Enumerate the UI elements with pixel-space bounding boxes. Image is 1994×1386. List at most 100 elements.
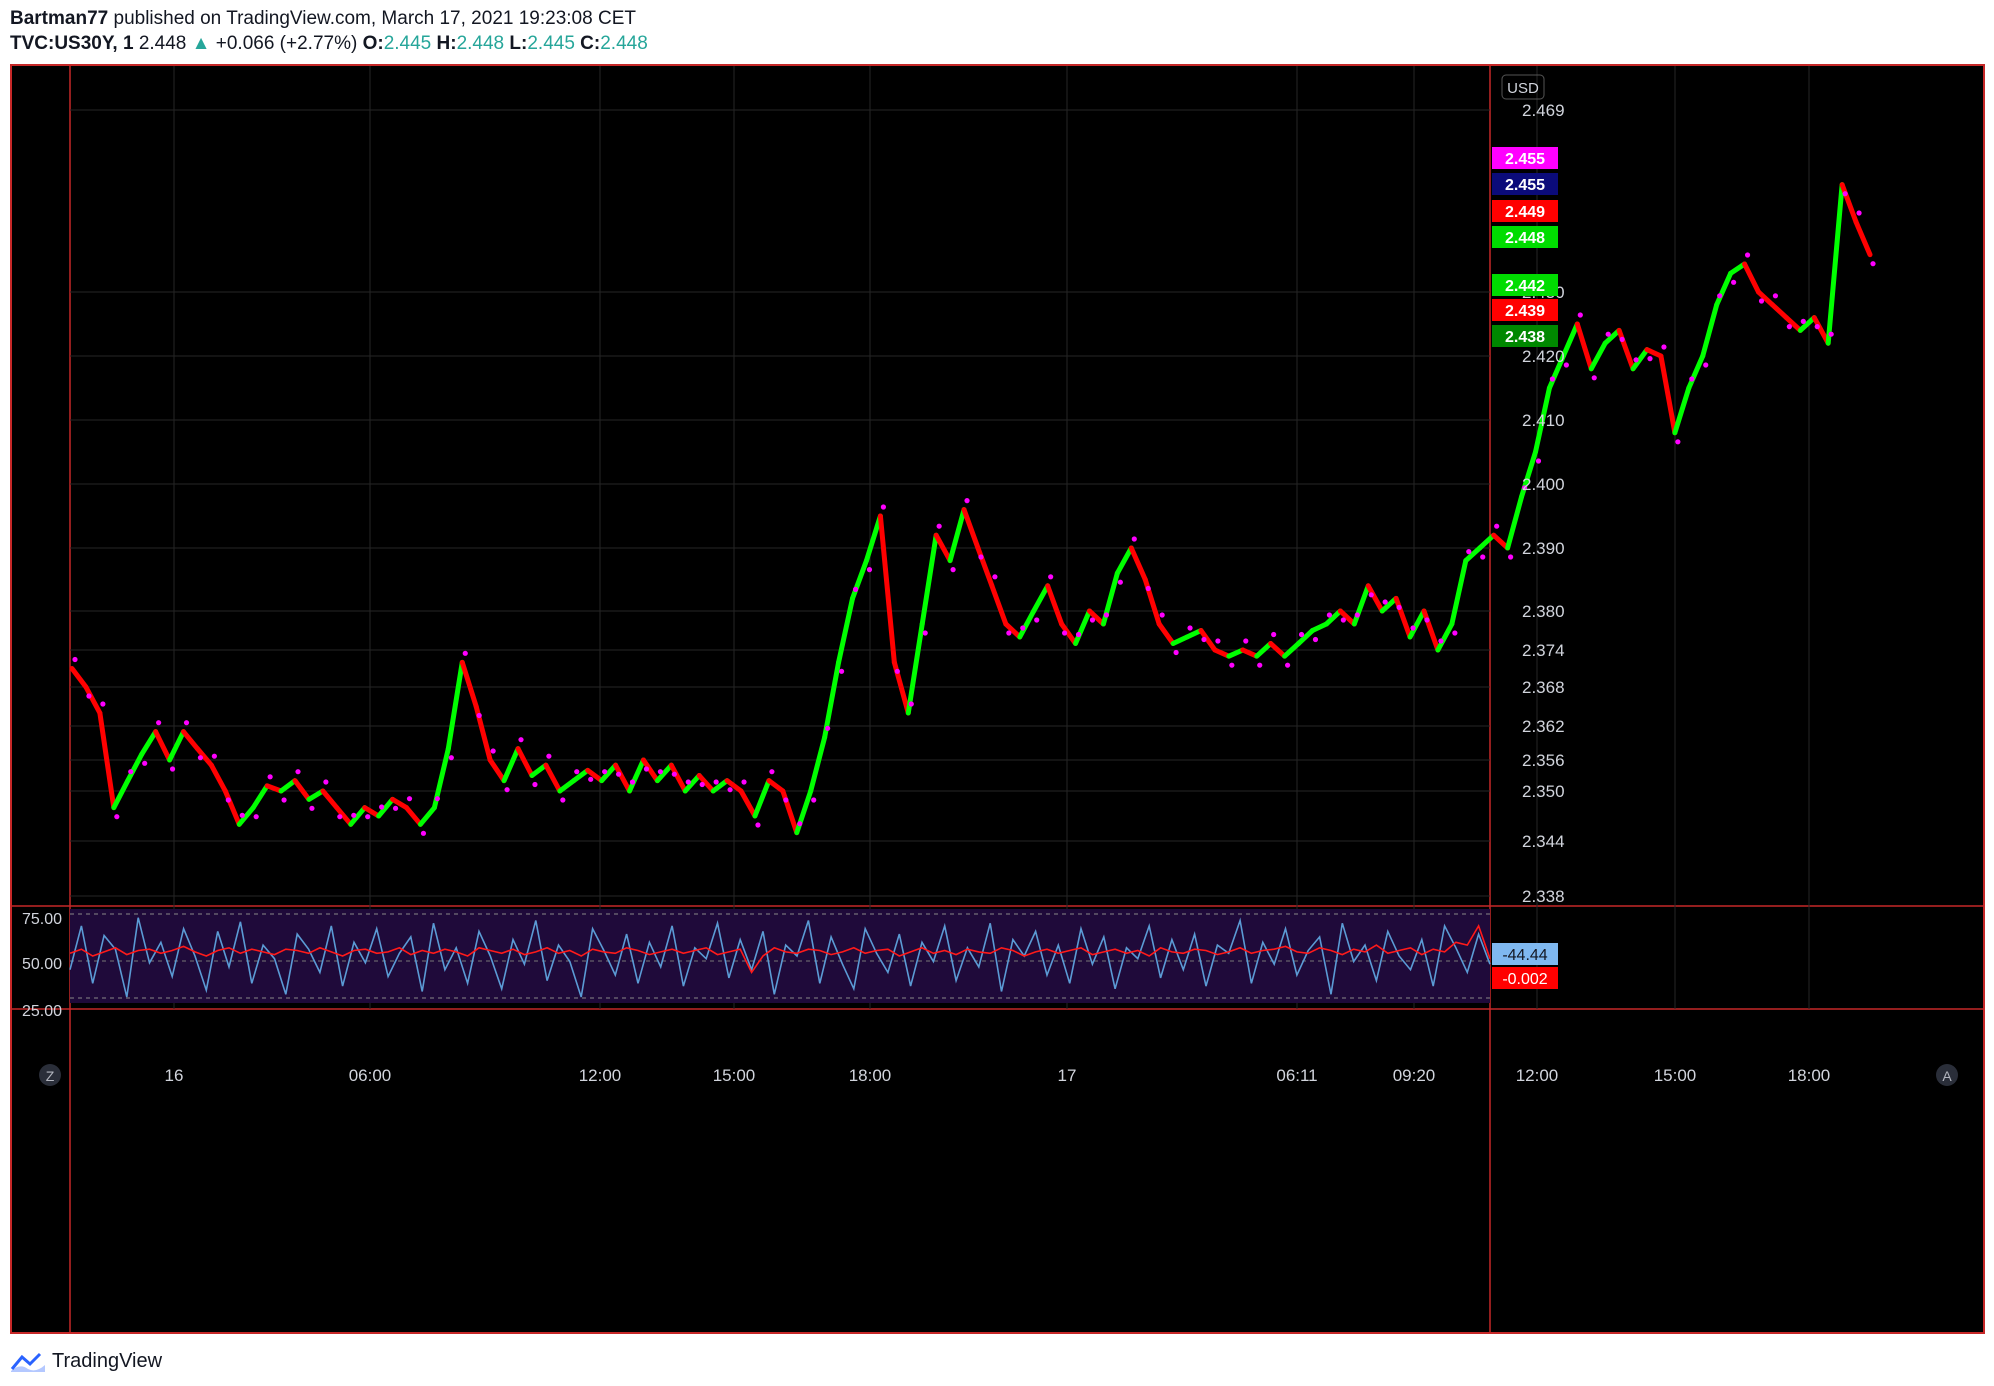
sar-dot	[448, 755, 454, 761]
sar-dot	[1312, 636, 1319, 643]
sar-dot	[783, 797, 789, 803]
price-segment	[794, 788, 814, 836]
price-segment	[668, 762, 688, 794]
y-tick-label: 2.368	[1522, 678, 1565, 697]
y-tick-label: 2.338	[1522, 887, 1565, 906]
x-tick-label: 17	[1058, 1066, 1077, 1085]
grid	[12, 66, 1983, 1332]
sar-dot	[588, 776, 594, 782]
price-label-text: 2.455	[1505, 177, 1545, 194]
sar-dot	[1786, 324, 1792, 330]
price-segment	[905, 621, 925, 716]
price-segment	[738, 788, 758, 819]
oscillator-label-box	[1492, 967, 1558, 989]
sar-dot	[1089, 617, 1096, 623]
price-segment	[529, 762, 549, 778]
y-tick-label: 2.410	[1522, 411, 1565, 430]
price-segment	[543, 762, 563, 794]
price-segment	[1393, 595, 1413, 640]
price-segment	[850, 558, 869, 601]
sar-dot	[1689, 376, 1695, 382]
price-segment	[1644, 347, 1664, 359]
sar-dot	[1619, 336, 1625, 342]
sar-dot	[1396, 604, 1402, 611]
sar-dot	[490, 748, 496, 754]
price-segment	[1435, 621, 1455, 653]
sar-dot	[365, 814, 371, 820]
price-segment	[515, 746, 535, 778]
open-label: O:	[362, 33, 384, 54]
sar-dot	[1271, 631, 1277, 638]
price-segment	[640, 757, 660, 784]
sar-dot	[86, 693, 92, 699]
close-value: 2.448	[600, 33, 648, 54]
price-segment	[1268, 641, 1288, 659]
sar-dot	[1145, 585, 1151, 592]
oscillator-tick-label: 25.00	[22, 1003, 62, 1020]
price-segment	[557, 778, 577, 794]
price-segment	[1059, 621, 1079, 646]
price-segment	[1546, 353, 1566, 391]
price-segment	[1379, 595, 1399, 614]
price-segment	[278, 778, 298, 794]
price-segment	[1449, 558, 1469, 627]
x-tick-label: 15:00	[1654, 1066, 1697, 1085]
sar-dot	[1354, 612, 1360, 618]
sar-dot	[1508, 554, 1514, 560]
x-tick-label: 06:00	[349, 1066, 392, 1085]
price-segment	[1031, 583, 1051, 614]
price-segment	[1128, 545, 1148, 582]
price-segment	[83, 684, 103, 716]
sar-dot	[128, 769, 134, 775]
price-label-box	[1492, 325, 1558, 347]
sar-dot	[351, 812, 357, 818]
oscillator-label-text: -44.44	[1502, 947, 1547, 964]
sar-dot	[225, 797, 231, 803]
y-tick-label: 2.362	[1522, 717, 1565, 736]
brand-name[interactable]: TradingView	[52, 1350, 163, 1372]
price-segment	[334, 805, 354, 827]
price-segment	[1797, 315, 1817, 333]
price-segment	[1407, 608, 1427, 640]
high-value: 2.448	[456, 33, 505, 54]
sar-dot	[337, 814, 343, 820]
symbol-name: TVC:US30Y, 1	[10, 33, 134, 54]
sar-dot	[281, 797, 287, 803]
price-segment	[1351, 583, 1371, 627]
sar-dot	[936, 523, 942, 529]
price-segment	[1114, 545, 1134, 576]
price-segment	[1560, 321, 1580, 359]
sar-dot	[1438, 638, 1444, 644]
sar-dot	[1842, 191, 1848, 197]
price-segment	[1574, 321, 1594, 372]
low-label: L:	[509, 33, 528, 54]
publish-info: published on TradingView.com, March 17, …	[108, 8, 636, 29]
price-segment	[1073, 608, 1092, 646]
price-segment	[877, 513, 897, 665]
x-tick-label: 18:00	[1788, 1066, 1831, 1085]
price-segment	[1296, 628, 1315, 646]
sar-dot	[114, 814, 120, 820]
price-segment	[710, 778, 730, 794]
chart-frame[interactable]: 2.338 2.344 2.350 2.356 2.362 2.368 2.374 2.380…	[10, 64, 1985, 1334]
close-label: C:	[580, 33, 601, 54]
y-tick-label: 2.420	[1522, 347, 1565, 366]
sar-dot	[685, 779, 691, 785]
price-axis: 2.338 2.344 2.350 2.356 2.362 2.368 2.374 2.380…	[22, 74, 1565, 1020]
price-segment	[445, 659, 465, 752]
price-segment	[501, 746, 521, 784]
publisher-name[interactable]: Bartman77	[10, 8, 109, 29]
price-label-box	[1492, 200, 1558, 222]
price-segment	[1365, 583, 1385, 614]
sar-dot	[769, 769, 775, 775]
price-segment	[1839, 182, 1859, 225]
sar-dot	[1535, 458, 1542, 464]
zoom-button	[39, 1064, 61, 1086]
sar-dot	[1717, 293, 1723, 299]
price-segment	[181, 729, 200, 752]
auto-scale-button	[1936, 1064, 1958, 1086]
price-chart[interactable]: 2.338 2.344 2.350 2.356 2.362 2.368 2.374 2.380…	[12, 66, 1983, 1332]
sar-dot	[811, 797, 817, 803]
sar-dot	[1703, 362, 1709, 368]
price-segment	[125, 751, 145, 784]
